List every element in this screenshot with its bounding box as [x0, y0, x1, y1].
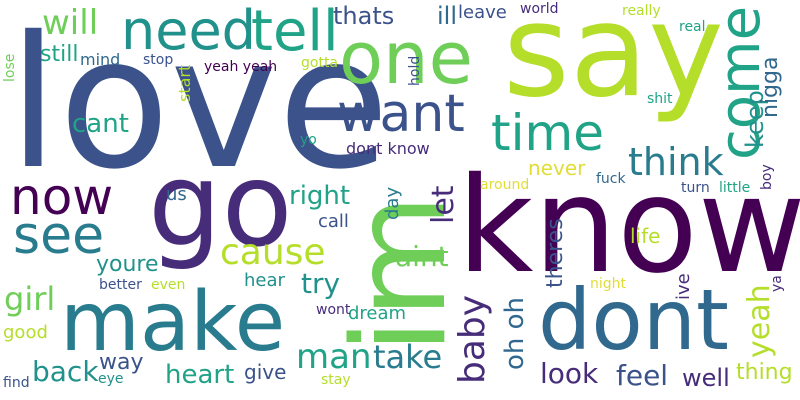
word-yeah-yeah: yeah yeah: [204, 59, 278, 75]
word-gotta: gotta: [301, 55, 339, 71]
word-thats: thats: [333, 2, 395, 30]
word-go: go: [148, 138, 293, 273]
word-well: well: [682, 364, 730, 392]
word-really: really: [622, 3, 661, 19]
word-know: know: [457, 149, 800, 303]
word-lose: lose: [2, 53, 18, 82]
word-still: still: [40, 42, 79, 67]
word-now: now: [10, 168, 114, 226]
word-youre: youre: [96, 252, 159, 277]
word-little: little: [719, 180, 751, 196]
word-hold: hold: [407, 55, 423, 86]
word-say: say: [503, 0, 724, 126]
word-cause: cause: [220, 232, 326, 273]
word-even: even: [151, 277, 186, 293]
word-start: start: [175, 64, 194, 102]
word-let: let: [426, 185, 461, 224]
word-hear: hear: [244, 270, 285, 291]
word-theres: theres: [543, 218, 568, 288]
word-ive: ive: [673, 273, 694, 300]
word-night: night: [590, 276, 627, 292]
word-dream: dream: [348, 303, 407, 324]
word-try: try: [301, 267, 341, 300]
word-right: right: [289, 181, 351, 211]
word-love: love: [8, 0, 390, 209]
word-never: never: [528, 156, 586, 180]
word-one: one: [339, 16, 473, 100]
word-good: good: [3, 322, 48, 343]
word-real: real: [679, 19, 706, 35]
word-wont: wont: [316, 302, 351, 318]
word-find: find: [3, 375, 30, 391]
word-eye: eye: [98, 371, 124, 387]
word-will: will: [42, 3, 99, 43]
word-yo: yo: [300, 132, 317, 148]
word-boy: boy: [759, 164, 775, 190]
word-leave: leave: [458, 2, 507, 23]
word-baby: baby: [452, 294, 493, 384]
word-see: see: [13, 206, 105, 266]
word-call: call: [318, 211, 349, 232]
word-stop: stop: [143, 52, 174, 68]
word-way: way: [99, 350, 144, 375]
word-mind: mind: [80, 50, 121, 69]
word-tell: tell: [251, 0, 339, 64]
word-fuck: fuck: [596, 171, 626, 187]
word-make: make: [60, 275, 286, 370]
word-better: better: [99, 277, 142, 293]
word-shit: shit: [647, 91, 673, 107]
word-dont-know: dont know: [346, 139, 430, 158]
word-ill: ill: [437, 2, 458, 30]
word-take: take: [373, 338, 443, 376]
word-feel: feel: [616, 359, 669, 392]
word-cant: cant: [72, 109, 129, 139]
word-nigga: nigga: [758, 56, 783, 118]
word-girl: girl: [4, 280, 56, 318]
word-back: back: [32, 355, 99, 388]
word-man: man: [296, 337, 372, 377]
word-aint: aint: [395, 240, 449, 273]
word-stay: stay: [321, 372, 351, 388]
word-oh-oh: oh oh: [500, 296, 530, 370]
word-heart: heart: [165, 360, 235, 390]
word-day: day: [382, 186, 403, 220]
word-think: think: [628, 140, 724, 184]
word-turn: turn: [681, 180, 710, 196]
word-dont: dont: [538, 271, 729, 369]
word-time: time: [491, 104, 604, 162]
word-ya: ya: [769, 275, 785, 292]
word-us: us: [166, 184, 187, 205]
word-yeah: yeah: [742, 284, 777, 358]
word-look: look: [540, 357, 599, 390]
word-around: around: [480, 177, 530, 193]
word-need: need: [121, 0, 256, 62]
word-want: want: [337, 84, 465, 144]
word-give: give: [244, 360, 287, 384]
word-thing: thing: [736, 360, 793, 385]
word-life: life: [630, 224, 661, 248]
word-world: world: [520, 1, 559, 17]
